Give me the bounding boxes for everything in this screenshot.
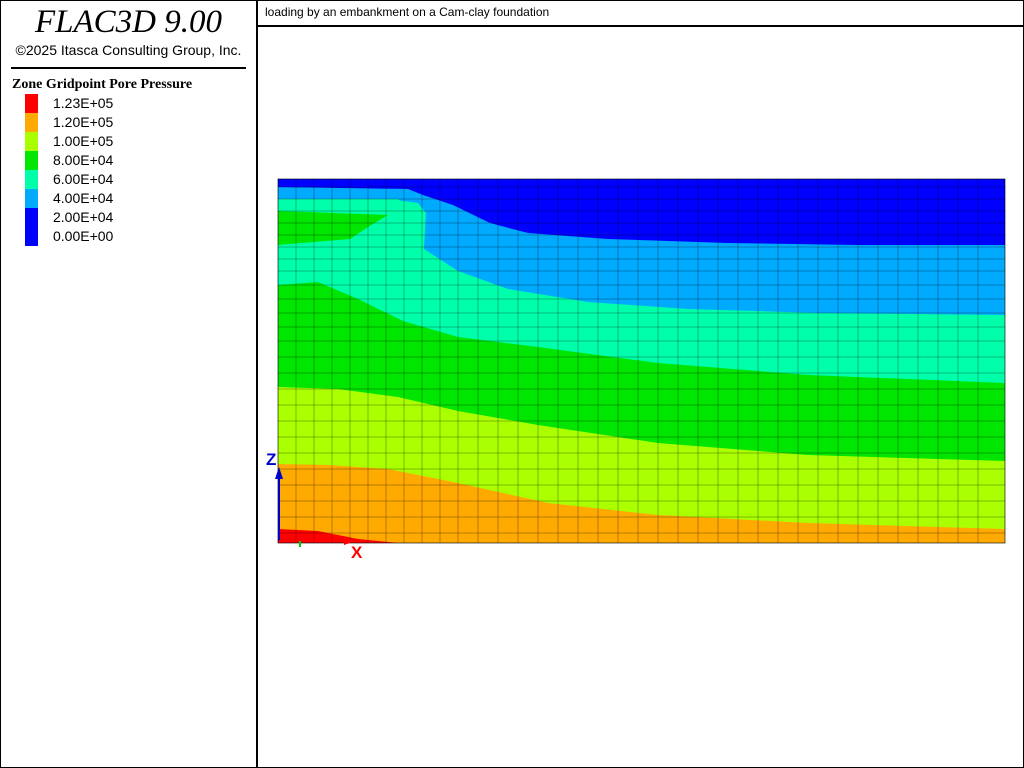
band-red: [278, 529, 398, 543]
legend-item: 8.00E+04: [25, 151, 225, 170]
legend-swatch: [25, 94, 38, 113]
legend-list: 1.23E+05 1.20E+05 1.00E+05 8.00E+04 6.00E+04…: [25, 94, 225, 246]
legend-swatch: [25, 189, 38, 208]
legend-label: 6.00E+04: [53, 171, 114, 187]
title-divider: [11, 67, 246, 69]
legend-label: 1.00E+05: [53, 133, 114, 149]
legend-swatch: [25, 151, 38, 170]
band-green-pocket: [278, 207, 388, 245]
legend-label: 1.20E+05: [53, 114, 114, 130]
legend-swatch: [25, 170, 38, 189]
band-orange: [278, 464, 1005, 543]
legend-item: 6.00E+04: [25, 170, 225, 189]
copyright-text: ©2025 Itasca Consulting Group, Inc.: [15, 42, 242, 58]
legend-label: 2.00E+04: [53, 209, 114, 225]
legend-swatch: [25, 227, 38, 246]
z-axis-arrow: [275, 467, 283, 479]
legend-swatch: [25, 208, 38, 227]
legend-swatch: [25, 132, 38, 151]
legend-item: 2.00E+04: [25, 208, 225, 227]
app-title: FLAC3D 9.00: [34, 4, 222, 40]
legend-item: 1.20E+05: [25, 113, 225, 132]
x-axis-arrow: [344, 537, 356, 545]
contour-plot[interactable]: Z X: [258, 27, 1023, 767]
x-axis-label: X: [351, 543, 363, 562]
legend-item: 0.00E+00: [25, 227, 225, 246]
plot-title: loading by an embankment on a Cam-clay f…: [265, 5, 550, 19]
legend-item: 1.00E+05: [25, 132, 225, 151]
legend-label: 0.00E+00: [53, 228, 114, 244]
plot-view[interactable]: Z X: [258, 27, 1023, 767]
legend-label: 1.23E+05: [53, 95, 114, 111]
plot-title-bar: loading by an embankment on a Cam-clay f…: [258, 1, 1023, 27]
legend-label: 4.00E+04: [53, 190, 114, 206]
legend-label: 8.00E+04: [53, 152, 114, 168]
legend-item: 4.00E+04: [25, 189, 225, 208]
z-axis-label: Z: [266, 450, 276, 469]
contour-bands: [278, 179, 1005, 543]
legend-panel: FLAC3D 9.00 ©2025 Itasca Consulting Grou…: [1, 1, 258, 767]
legend-swatch: [25, 113, 38, 132]
legend-title: Zone Gridpoint Pore Pressure: [12, 77, 193, 92]
mesh-outline: [277, 178, 1006, 544]
axes-triad: Z X: [266, 450, 363, 562]
legend-item: 1.23E+05: [25, 94, 225, 113]
